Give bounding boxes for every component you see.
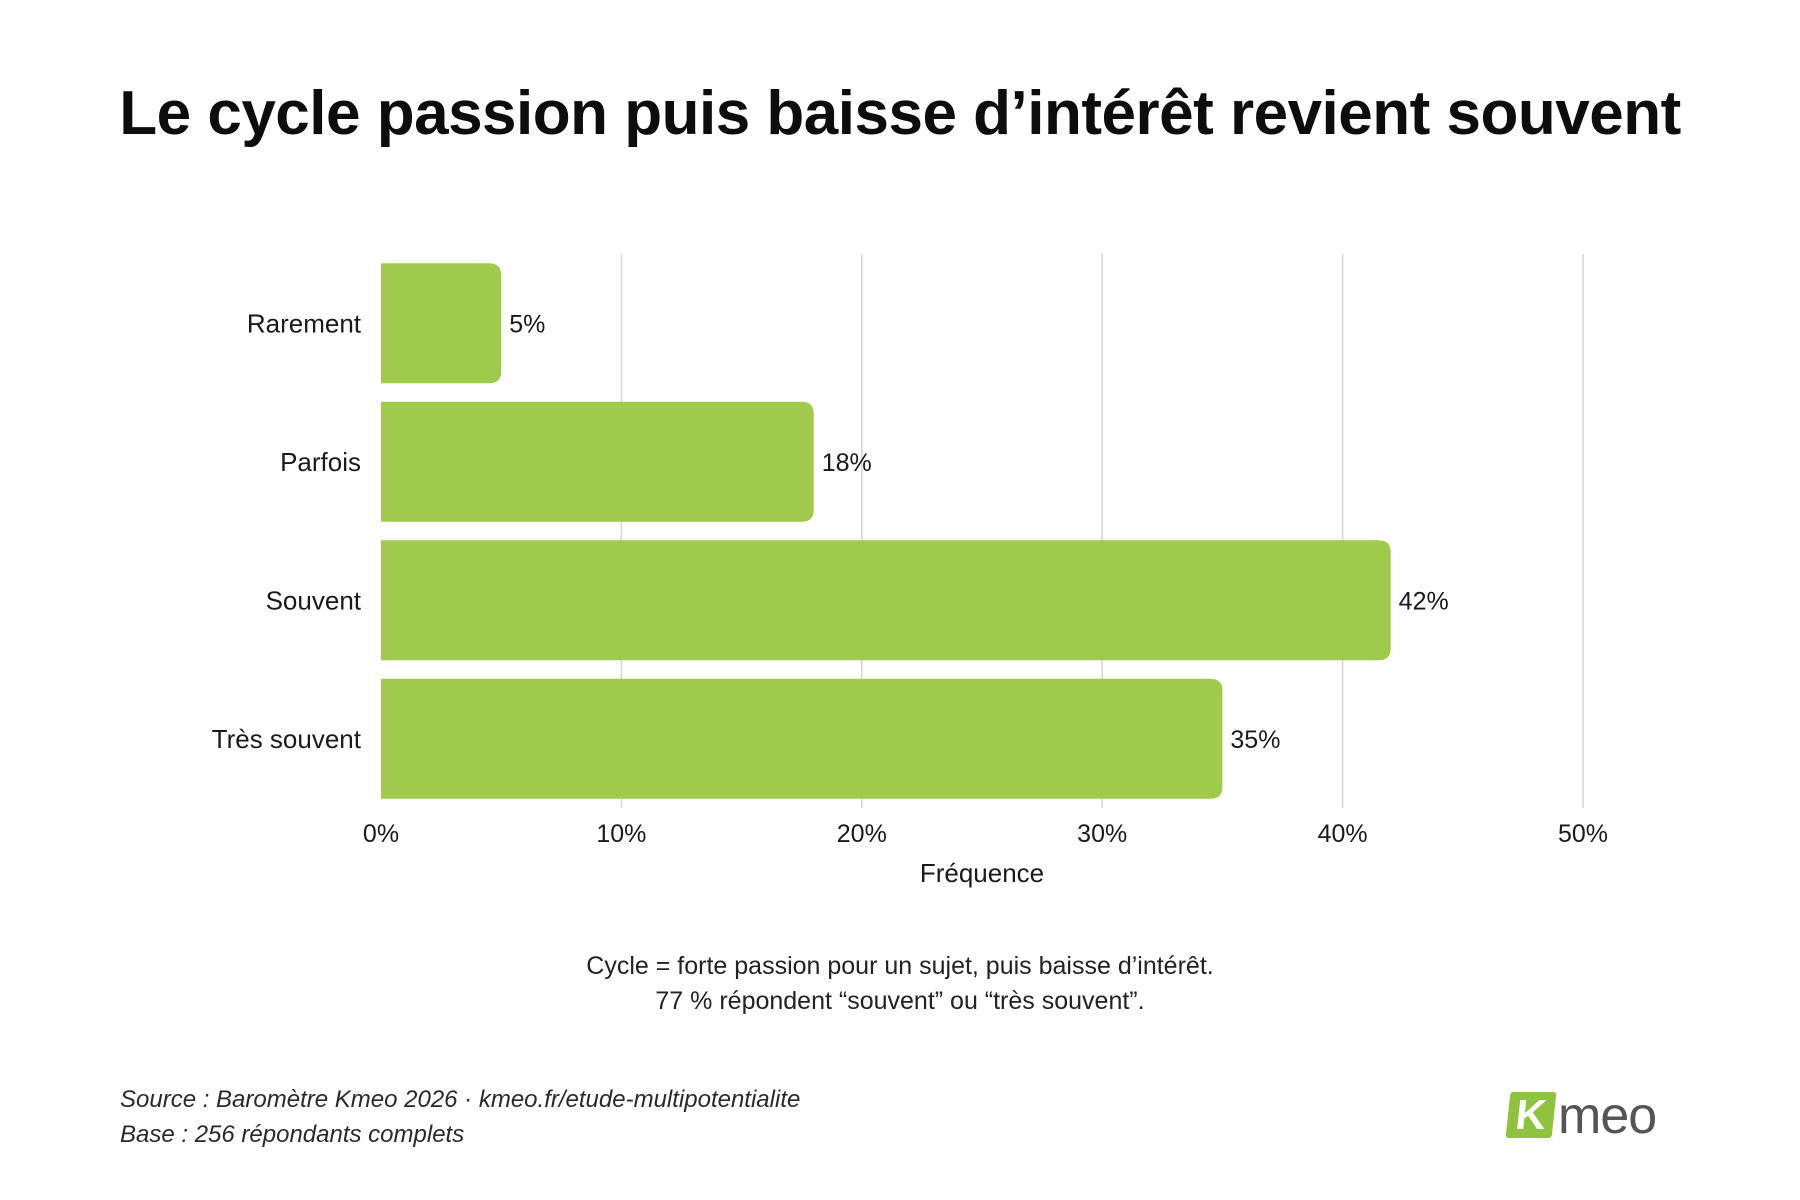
logo-k-mark: K xyxy=(1505,1091,1557,1138)
chart-note-line-1: Cycle = forte passion pour un sujet, pui… xyxy=(586,952,1214,980)
x-tick-label: 50% xyxy=(1558,820,1608,848)
chart-note-line-2: 77 % répondent “souvent” ou “très souven… xyxy=(655,987,1145,1015)
y-category-label: Rarement xyxy=(247,308,362,338)
x-tick-label: 20% xyxy=(837,820,887,848)
bar xyxy=(381,678,1223,799)
x-tick-label: 0% xyxy=(363,820,399,848)
y-category-label: Très souvent xyxy=(212,724,362,754)
data-label: 42% xyxy=(1399,587,1449,615)
source-line: Source : Baromètre Kmeo 2026 · kmeo.fr/e… xyxy=(120,1086,801,1113)
bar xyxy=(381,540,1391,661)
data-label: 35% xyxy=(1230,726,1280,754)
labels: 0% 10% 20% 30% 40% 50% Rarement 5% Parfois 18% Sou… xyxy=(212,308,1608,848)
bars xyxy=(381,263,1391,799)
base-line: Base : 256 répondants complets xyxy=(120,1121,465,1148)
x-tick-label: 30% xyxy=(1077,820,1127,848)
bar xyxy=(381,401,814,522)
kmeo-logo: K meo xyxy=(1505,1087,1688,1145)
y-category-label: Parfois xyxy=(280,447,361,477)
chart-title: Le cycle passion puis baisse d’intérêt r… xyxy=(119,79,1681,148)
x-axis-title: Fréquence xyxy=(920,858,1044,888)
x-tick-label: 10% xyxy=(596,820,646,848)
data-label: 18% xyxy=(822,449,872,477)
x-tick-label: 40% xyxy=(1318,820,1368,848)
data-label: 5% xyxy=(509,310,545,338)
bar xyxy=(381,263,502,384)
y-category-label: Souvent xyxy=(266,585,362,615)
logo-wordmark: meo xyxy=(1558,1087,1657,1145)
